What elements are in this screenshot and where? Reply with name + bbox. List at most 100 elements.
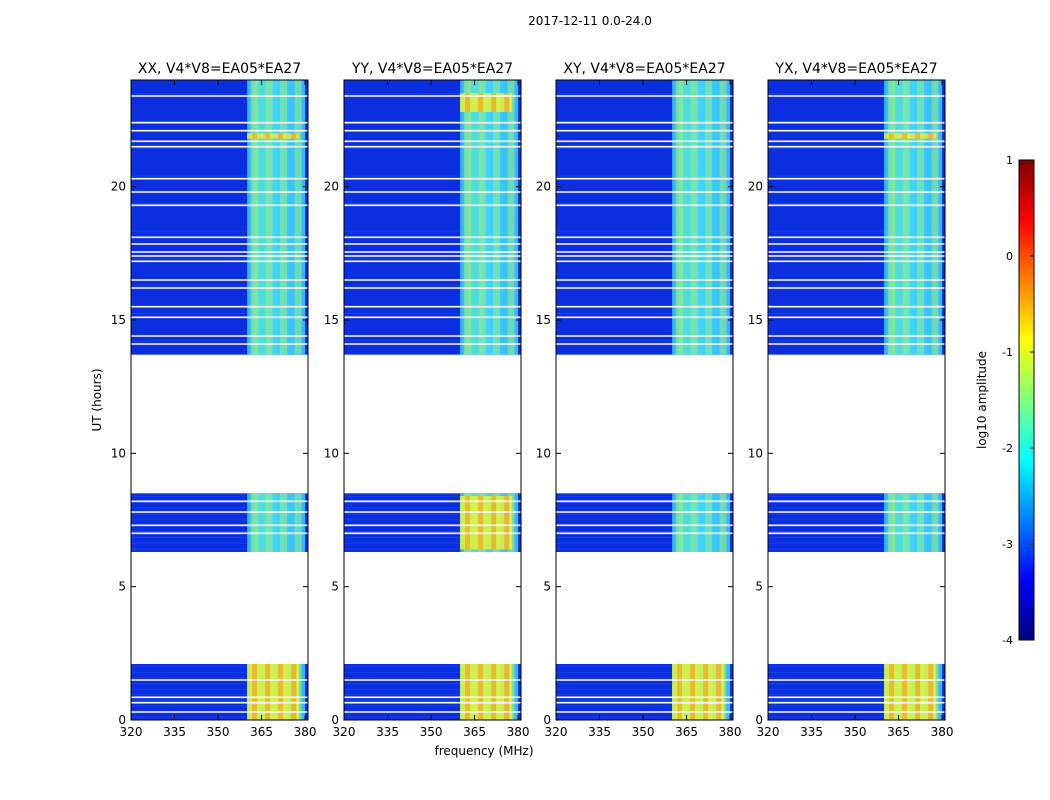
y-tick-label: 5	[543, 580, 551, 594]
channel-stripe	[294, 493, 302, 552]
y-tick-label: 15	[111, 313, 126, 327]
channel-stripe	[478, 80, 486, 355]
y-tick-label: 5	[118, 580, 126, 594]
strong-stripe	[677, 664, 683, 720]
strong-stripe	[928, 133, 934, 139]
strong-stripe	[478, 496, 484, 550]
panel-title: YX, V4*V8=EA05*EA27	[774, 61, 937, 77]
colorbar-tick-label: -3	[1002, 538, 1013, 551]
panel-frame	[555, 79, 734, 721]
panel-frame	[343, 79, 522, 721]
channel-stripe	[690, 80, 698, 355]
channel-stripe	[507, 80, 515, 355]
x-tick-label: 350	[420, 725, 443, 739]
strong-stripe	[478, 93, 484, 112]
y-tick-label: 20	[536, 180, 551, 194]
y-tick-label: 0	[755, 713, 763, 727]
x-tick-label: 335	[376, 725, 399, 739]
x-tick-label: 380	[294, 725, 317, 739]
strong-stripe	[291, 664, 297, 720]
strong-stripe	[465, 93, 471, 112]
channel-stripe	[931, 80, 939, 355]
x-tick-label: 320	[757, 725, 780, 739]
x-tick-label: 365	[675, 725, 698, 739]
channel-stripe	[705, 493, 713, 552]
y-tick-label: 10	[324, 446, 339, 460]
y-tick-label: 20	[324, 180, 339, 194]
panel-2: YY, V4*V8=EA05*EA27 320 335 350 365 380 0 5 10 15…	[324, 61, 530, 739]
strong-stripe	[291, 133, 297, 139]
channel-stripe	[294, 80, 302, 355]
panel-4: YX, V4*V8=EA05*EA27 320 335 350 365 380 0 5 10 15…	[748, 61, 954, 739]
channel-stripe	[902, 80, 910, 355]
strong-stripe	[478, 664, 484, 720]
channel-stripe	[265, 493, 273, 552]
channel-stripe	[917, 80, 925, 355]
x-tick-label: 335	[588, 725, 611, 739]
strong-stripe	[902, 133, 908, 139]
x-tick-label: 380	[719, 725, 742, 739]
strong-stripe	[504, 664, 510, 720]
y-tick-label: 5	[331, 580, 339, 594]
colorbar	[1018, 159, 1035, 641]
y-tick-label: 0	[118, 713, 126, 727]
strong-stripe	[504, 93, 510, 112]
channel-stripe	[705, 80, 713, 355]
colorbar-tick-label: -2	[1002, 442, 1013, 455]
panel-frame	[767, 79, 946, 721]
strong-stripe	[252, 664, 258, 720]
channel-stripe	[888, 80, 896, 355]
panel-frame	[130, 79, 309, 721]
panel-title: YY, V4*V8=EA05*EA27	[351, 61, 513, 77]
channel-stripe	[280, 80, 288, 355]
y-tick-label: 0	[543, 713, 551, 727]
figure-suptitle: 2017-12-11 0.0-24.0	[528, 14, 652, 28]
strong-stripe	[915, 664, 921, 720]
x-tick-label: 350	[207, 725, 230, 739]
colorbar-tick-label: 0	[1006, 250, 1013, 263]
strong-stripe	[491, 664, 497, 720]
strong-stripe	[902, 664, 908, 720]
colorbar-tick-label: 1	[1006, 154, 1013, 167]
strong-stripe	[703, 664, 709, 720]
channel-stripe	[251, 493, 259, 552]
panel-3: XY, V4*V8=EA05*EA27 320 335 350 365 380 0 5 10 15…	[536, 61, 742, 739]
x-tick-label: 350	[632, 725, 655, 739]
channel-stripe	[690, 493, 698, 552]
x-tick-label: 335	[163, 725, 186, 739]
channel-stripe	[493, 80, 501, 355]
panel-title: XY, V4*V8=EA05*EA27	[563, 61, 725, 77]
colorbar-label: log10 amplitude	[975, 351, 989, 449]
channel-stripe	[265, 80, 273, 355]
y-tick-label: 20	[111, 180, 126, 194]
y-tick-label: 10	[111, 446, 126, 460]
x-tick-label: 335	[800, 725, 823, 739]
strong-block	[247, 133, 300, 139]
x-tick-label: 365	[250, 725, 273, 739]
channel-stripe	[931, 493, 939, 552]
strong-stripe	[278, 664, 284, 720]
strong-block	[884, 133, 937, 139]
strong-stripe	[928, 664, 934, 720]
x-tick-label: 320	[333, 725, 356, 739]
x-axis-label: frequency (MHz)	[434, 744, 533, 758]
x-tick-label: 350	[844, 725, 867, 739]
strong-stripe	[465, 664, 471, 720]
y-tick-label: 10	[536, 446, 551, 460]
channel-stripe	[888, 493, 896, 552]
colorbar-tick-label: -1	[1002, 346, 1013, 359]
y-axis-label: UT (hours)	[90, 368, 104, 431]
x-tick-label: 365	[887, 725, 910, 739]
y-tick-label: 15	[324, 313, 339, 327]
strong-stripe	[915, 133, 921, 139]
channel-stripe	[719, 80, 727, 355]
panel-1: XX, V4*V8=EA05*EA27 320 335 350 365 380 0 5 10 15…	[111, 61, 317, 739]
strong-stripe	[504, 496, 510, 550]
y-tick-label: 15	[748, 313, 763, 327]
x-tick-label: 380	[931, 725, 954, 739]
channel-stripe	[464, 80, 472, 355]
strong-block	[460, 93, 513, 112]
strong-stripe	[491, 93, 497, 112]
y-tick-label: 10	[748, 446, 763, 460]
